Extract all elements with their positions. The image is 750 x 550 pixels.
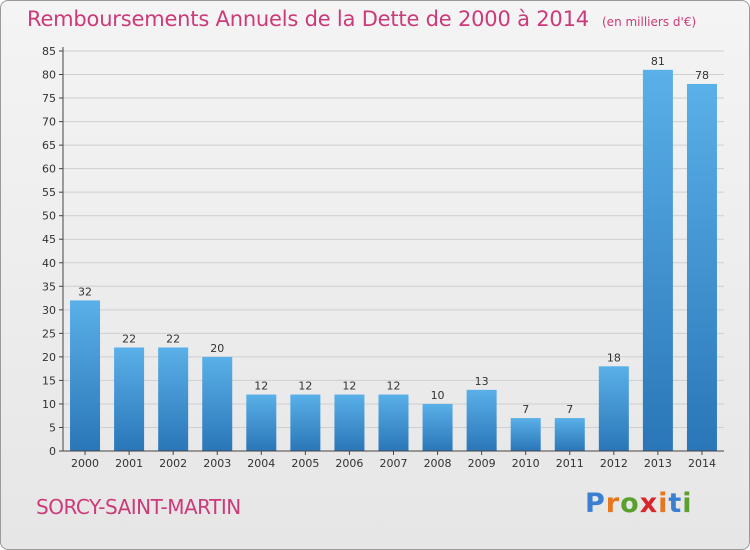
y-tick-label: 80 [42, 69, 56, 82]
bar [510, 418, 541, 451]
logo-letter: o [620, 488, 640, 519]
data-label: 12 [254, 380, 268, 393]
y-tick-label: 30 [42, 304, 56, 317]
axis-layer: 0 5 10 15 20 25 30 35 40 45 50 55 60 65 70 75 80 85 2000 20… [42, 45, 724, 470]
data-label: 78 [695, 69, 709, 82]
x-tick-label: 2004 [247, 457, 275, 470]
bar [422, 403, 453, 451]
y-tick-label: 60 [42, 163, 56, 176]
logo-letter: x [639, 488, 659, 519]
data-label: 12 [342, 380, 356, 393]
x-tick-label: 2005 [291, 457, 319, 470]
y-tick-label: 55 [42, 186, 56, 199]
chart-title: Remboursements Annuels de la Dette de 20… [27, 7, 589, 31]
y-tick-label: 35 [42, 280, 56, 293]
y-tick-label: 15 [42, 374, 56, 387]
logo-letter: i [658, 488, 669, 519]
x-tick-label: 2008 [424, 457, 452, 470]
bar [466, 389, 497, 451]
data-label: 13 [475, 375, 489, 388]
data-label: 12 [298, 380, 312, 393]
x-tick-label: 2007 [380, 457, 408, 470]
data-label: 81 [651, 55, 665, 68]
logo-letter: i [682, 488, 693, 519]
data-label: 7 [566, 403, 573, 416]
x-tick-label: 2014 [688, 457, 716, 470]
logo-letter: r [605, 488, 621, 519]
data-label: 10 [431, 389, 445, 402]
data-label: 7 [522, 403, 529, 416]
bar [378, 394, 409, 451]
bar [70, 300, 101, 451]
y-tick-label: 40 [42, 257, 56, 270]
title-row: Remboursements Annuels de la Dette de 20… [27, 7, 696, 31]
unit-label: (en milliers d'€) [602, 15, 697, 29]
bar [686, 83, 717, 452]
y-tick-label: 65 [42, 139, 56, 152]
bar [158, 347, 189, 451]
bars-layer: 32 22 22 20 12 12 12 12 10 13 7 7 18 81 78 [70, 55, 717, 452]
bar [114, 347, 145, 451]
y-tick-label: 50 [42, 210, 56, 223]
data-label: 12 [387, 380, 401, 393]
x-tick-label: 2002 [159, 457, 187, 470]
x-tick-label: 2013 [644, 457, 672, 470]
bar [246, 394, 277, 451]
y-tick-label: 0 [49, 445, 56, 458]
y-tick-label: 45 [42, 233, 56, 246]
data-label: 20 [210, 342, 224, 355]
bar [290, 394, 321, 451]
y-tick-label: 25 [42, 327, 56, 340]
logo-letter: t [668, 488, 683, 519]
proxiti-logo[interactable]: Proxiti [585, 488, 693, 519]
x-tick-label: 2000 [71, 457, 99, 470]
y-tick-label: 85 [42, 45, 56, 58]
y-tick-label: 5 [49, 421, 56, 434]
commune-name: SORCY-SAINT-MARTIN [36, 495, 241, 519]
x-tick-label: 2003 [203, 457, 231, 470]
data-label: 32 [78, 285, 92, 298]
data-label: 22 [166, 332, 180, 345]
y-tick-label: 70 [42, 116, 56, 129]
bar [334, 394, 365, 451]
data-label: 18 [607, 351, 621, 364]
y-tick-label: 75 [42, 92, 56, 105]
logo-letter: P [585, 488, 606, 519]
x-tick-label: 2001 [115, 457, 143, 470]
x-tick-label: 2012 [600, 457, 628, 470]
x-tick-label: 2010 [512, 457, 540, 470]
bar [554, 418, 585, 451]
bar [598, 366, 629, 451]
data-label: 22 [122, 332, 136, 345]
x-tick-label: 2006 [335, 457, 363, 470]
x-tick-label: 2011 [556, 457, 584, 470]
bar [642, 69, 673, 451]
y-tick-label: 10 [42, 398, 56, 411]
y-tick-label: 20 [42, 351, 56, 364]
x-tick-label: 2009 [468, 457, 496, 470]
bar [202, 356, 233, 451]
